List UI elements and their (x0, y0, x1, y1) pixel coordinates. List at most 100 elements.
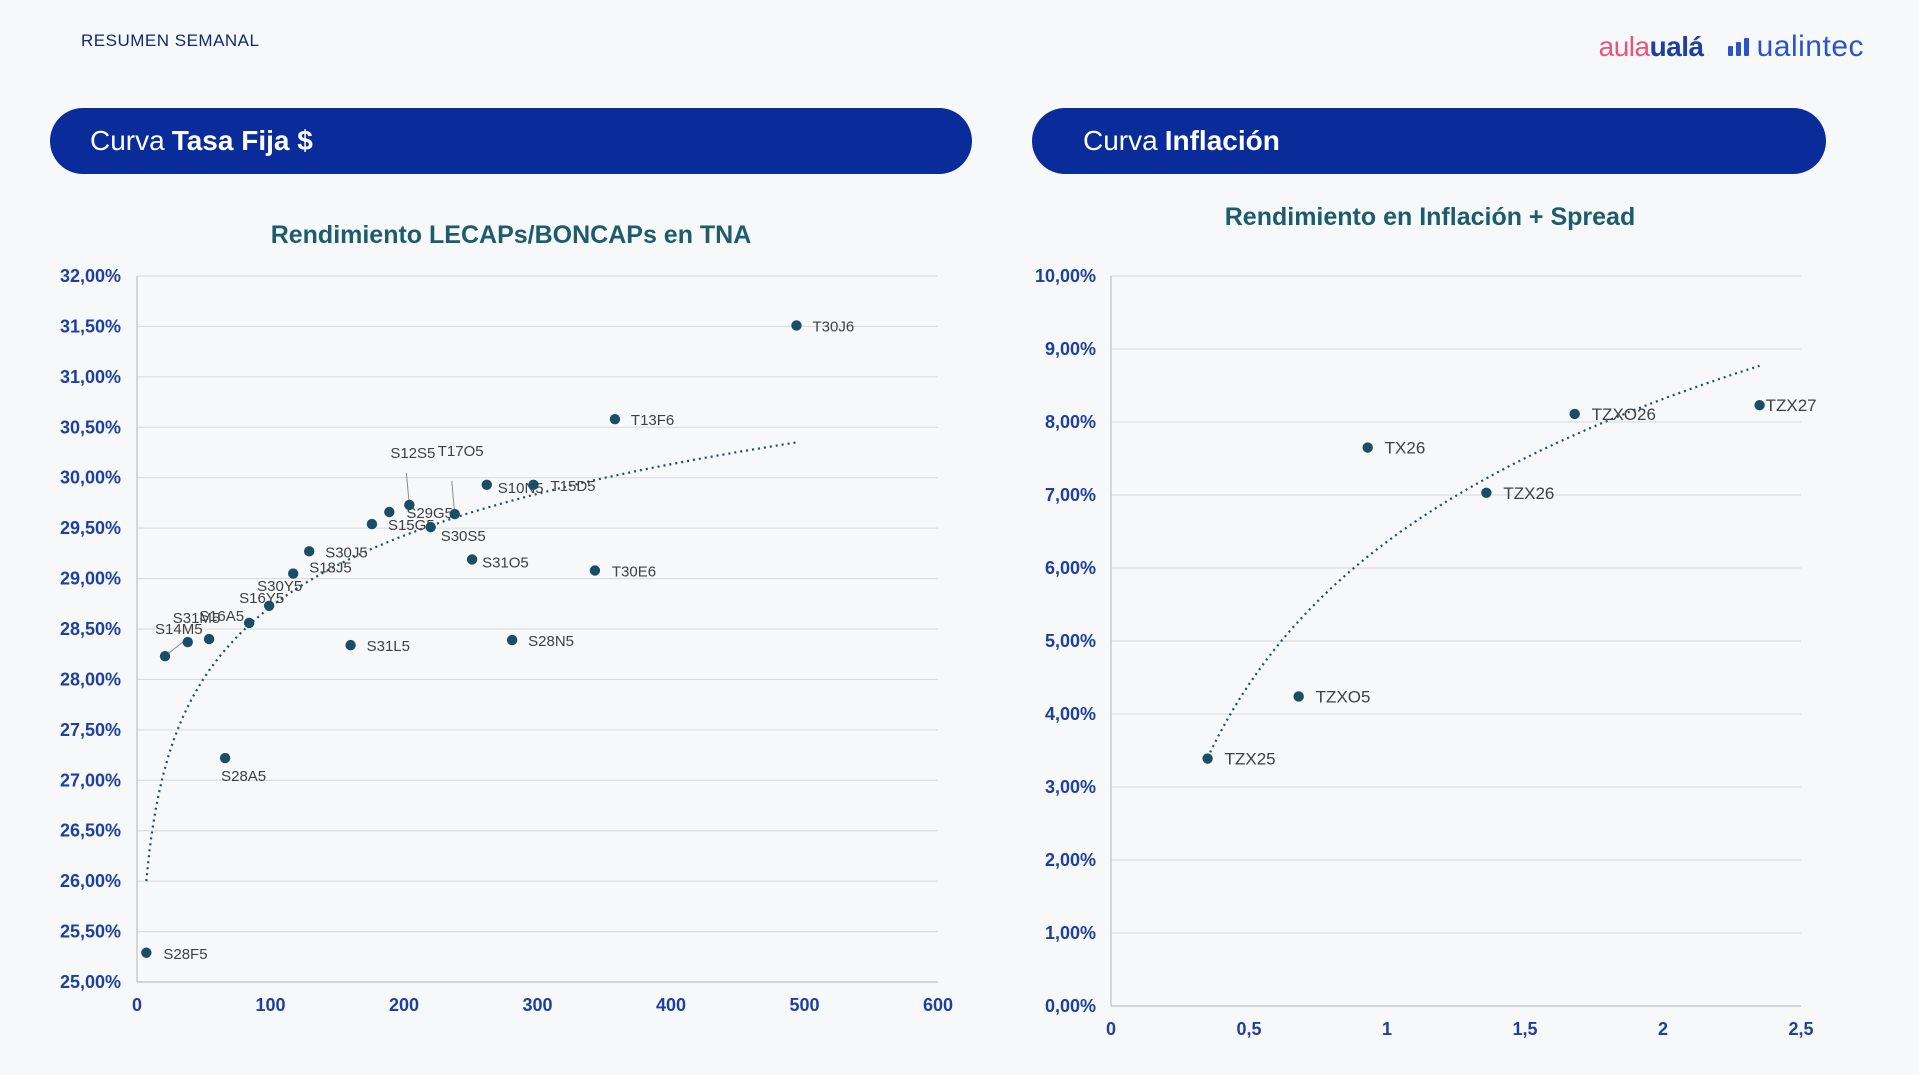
data-label-tx26: TX26 (1385, 439, 1426, 458)
data-point-s31l5 (345, 639, 356, 651)
y-tick-label: 7,00% (1045, 485, 1096, 505)
y-tick-label: 32,00% (60, 266, 121, 286)
y-tick-label: 0,00% (1045, 996, 1096, 1016)
data-point-tzx25 (1202, 753, 1213, 764)
logo-ualintec-text: ualintec (1756, 30, 1864, 63)
x-tick-label: 500 (789, 995, 819, 1015)
label-leader-line (451, 480, 456, 515)
y-tick-label: 29,50% (60, 518, 121, 538)
data-point-s10n5 (481, 479, 492, 490)
data-label-s16a5: S16A5 (199, 608, 244, 625)
data-label-t13f6: T13F6 (631, 412, 674, 429)
data-label-s29g5: S29G5 (406, 505, 453, 522)
y-tick-label: 28,00% (60, 669, 121, 689)
pill-right-normal: Curva (1083, 125, 1158, 156)
x-tick-label: 100 (255, 995, 285, 1015)
y-tick-label: 4,00% (1045, 704, 1096, 724)
y-tick-label: 27,50% (60, 720, 121, 740)
data-point-s15g5 (366, 518, 378, 530)
data-label-t30e6: T30E6 (612, 564, 656, 581)
y-tick-label: 26,50% (60, 821, 121, 841)
data-point-s12s5 (404, 499, 415, 511)
data-label-s28a5: S28A5 (221, 768, 266, 785)
data-point-s29g5 (384, 506, 395, 518)
data-point-tzx26 (1481, 487, 1492, 499)
x-tick-label: 1 (1382, 1019, 1392, 1039)
data-label-s18j5: S18J5 (309, 560, 352, 577)
logo-uala-part: ualá (1649, 31, 1705, 62)
data-label-s31l5: S31L5 (367, 638, 410, 655)
data-point-t30e6 (589, 565, 601, 576)
data-point-s30y5 (263, 600, 275, 612)
trendline (1206, 364, 1760, 759)
y-tick-label: 1,00% (1045, 923, 1096, 943)
data-point-s28n5 (506, 634, 518, 646)
chart-title-inflation: Rendimiento en Inflación + Spread (1224, 203, 1636, 231)
y-tick-label: 25,00% (60, 972, 121, 992)
data-label-tzx27: TZX27 (1766, 396, 1817, 415)
y-tick-label: 8,00% (1045, 412, 1096, 432)
data-point-s31o5 (466, 554, 478, 565)
label-leader-line (405, 472, 410, 505)
data-point-t30j6 (791, 320, 802, 331)
x-tick-label: 300 (522, 995, 552, 1015)
y-tick-label: 25,50% (60, 922, 121, 942)
data-label-t15d5: T15D5 (550, 478, 595, 495)
x-tick-label: 0 (132, 995, 142, 1015)
data-point-s31m5 (182, 636, 193, 648)
pill-left-bold: Tasa Fija $ (171, 125, 313, 156)
data-point-t15d5 (528, 479, 539, 490)
data-label-s28f5: S28F5 (163, 946, 207, 963)
data-point-s18j5 (287, 568, 299, 579)
data-label-s12s5: S12S5 (390, 445, 435, 462)
data-label-t30j6: T30J6 (812, 318, 854, 335)
data-point-t17o5 (449, 508, 460, 520)
data-point-s16y5 (243, 617, 255, 629)
data-point-t13f6 (609, 414, 621, 425)
data-point-s30s5 (425, 521, 436, 533)
data-point-tzx27 (1754, 400, 1765, 411)
chart-title-lecaps: Rendimiento LECAPs/BONCAPs en TNA (270, 221, 752, 249)
data-label-t17o5: T17O5 (438, 443, 484, 460)
x-tick-label: 200 (389, 995, 419, 1015)
aula-uala-logo: aulaualá (1599, 31, 1704, 63)
y-tick-label: 29,00% (60, 569, 121, 589)
data-point-tzxo5 (1293, 691, 1304, 702)
y-tick-label: 28,50% (60, 619, 121, 639)
data-label-s31m5: S31M5 (173, 610, 221, 627)
ualintec-logo: ualintec (1727, 30, 1864, 64)
y-tick-label: 2,00% (1045, 850, 1096, 870)
data-point-s28f5 (141, 947, 152, 958)
data-label-tzxo26: TZXO26 (1592, 405, 1656, 424)
x-tick-label: 2 (1658, 1019, 1668, 1039)
y-tick-label: 30,00% (60, 468, 121, 488)
data-label-s30y5: S30Y5 (257, 578, 302, 595)
data-label-tzx25: TZX25 (1225, 750, 1276, 769)
fixed-rate-curve-header: Curva Tasa Fija $ (50, 108, 972, 174)
data-point-s28a5 (219, 752, 231, 764)
x-tick-label: 600 (923, 995, 953, 1015)
logo-aula-part: aula (1598, 31, 1650, 62)
y-tick-label: 6,00% (1045, 558, 1096, 578)
y-tick-label: 26,00% (60, 871, 121, 891)
y-tick-label: 30,50% (60, 417, 121, 437)
pill-right-bold: Inflación (1164, 125, 1280, 156)
data-label-tzx26: TZX26 (1503, 484, 1554, 503)
data-label-s30j5: S30J5 (325, 544, 368, 561)
y-tick-label: 27,00% (60, 770, 121, 790)
y-tick-label: 3,00% (1045, 777, 1096, 797)
y-tick-label: 31,50% (60, 316, 121, 336)
y-tick-label: 31,00% (60, 367, 121, 387)
data-point-tzxo26 (1569, 408, 1580, 420)
data-point-s16a5 (203, 633, 215, 645)
bars-icon (1727, 38, 1749, 56)
data-label-s15g5: S15G5 (388, 517, 435, 534)
y-tick-label: 5,00% (1045, 631, 1096, 651)
pill-left-normal: Curva (90, 125, 165, 156)
data-label-s14m5: S14M5 (155, 621, 203, 638)
data-label-s31o5: S31O5 (482, 554, 529, 571)
inflation-curve-header: Curva Inflación (1032, 108, 1826, 174)
data-point-s30j5 (304, 546, 315, 557)
section-label: RESUMEN SEMANAL (81, 31, 260, 50)
